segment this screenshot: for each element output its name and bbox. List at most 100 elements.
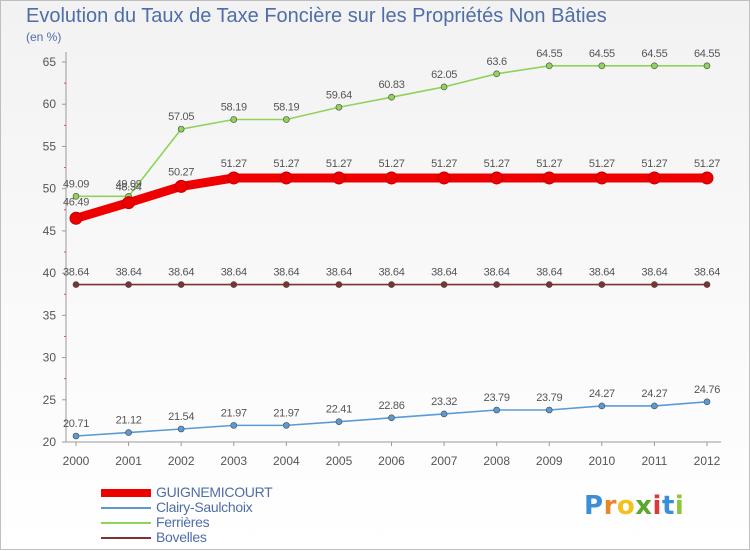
data-point (542, 171, 556, 185)
data-point (595, 171, 609, 185)
data-label: 38.64 (484, 267, 510, 279)
logo-letter: t (661, 491, 675, 521)
data-point (493, 281, 500, 288)
data-point (332, 171, 346, 185)
x-tick-label: 2004 (273, 454, 300, 468)
data-point (335, 418, 343, 425)
legend-swatch (101, 537, 151, 539)
data-label: 62.05 (431, 69, 457, 81)
data-point (177, 281, 185, 288)
logo-letter: o (616, 491, 636, 521)
x-tick-label: 2006 (378, 454, 405, 468)
data-label: 38.64 (378, 267, 404, 279)
data-point (437, 171, 451, 185)
data-label: 48.34 (116, 182, 142, 194)
data-point (490, 171, 504, 185)
data-point (72, 193, 80, 200)
data-label: 58.19 (273, 102, 299, 114)
data-label: 51.27 (378, 158, 404, 170)
data-label: 51.27 (536, 158, 562, 170)
x-tick-label: 2012 (694, 454, 721, 468)
data-point (177, 425, 185, 433)
data-label: 57.05 (168, 111, 194, 123)
logo-letter: r (603, 491, 617, 521)
data-point (72, 281, 80, 288)
data-label: 24.76 (694, 384, 720, 396)
data-label: 38.64 (536, 267, 562, 279)
data-label: 22.86 (378, 400, 404, 412)
legend-swatch (101, 489, 151, 497)
data-label: 59.64 (326, 89, 352, 101)
data-label: 60.83 (378, 79, 404, 91)
data-label: 51.27 (273, 158, 299, 170)
data-label: 21.97 (273, 407, 299, 419)
data-label: 64.55 (694, 48, 720, 60)
chart-title: Evolution du Taux de Taxe Foncière sur l… (26, 5, 607, 27)
y-tick-label: 60 (43, 97, 57, 111)
data-label: 38.64 (641, 267, 667, 279)
data-point (283, 422, 290, 429)
data-label: 20.71 (63, 418, 89, 430)
data-point (230, 281, 238, 288)
x-tick-label: 2009 (536, 454, 563, 468)
data-label: 38.64 (431, 267, 457, 279)
data-label: 51.27 (326, 158, 352, 170)
data-point (335, 281, 343, 288)
data-point (385, 171, 398, 185)
data-point (122, 196, 136, 210)
y-tick-label: 25 (43, 393, 57, 407)
data-label: 64.55 (641, 48, 667, 60)
data-point (545, 281, 553, 288)
data-label: 21.54 (168, 411, 194, 423)
data-point (283, 281, 290, 288)
legend-label: GUIGNEMICOURT (156, 484, 273, 500)
y-tick-label: 35 (43, 308, 57, 322)
data-label: 24.27 (641, 388, 667, 400)
data-point (125, 429, 132, 436)
data-label: 22.41 (326, 404, 352, 416)
data-label: 38.64 (694, 267, 720, 279)
y-tick-label: 40 (43, 266, 57, 280)
data-label: 58.19 (221, 102, 247, 114)
legend-label: Bovelles (156, 529, 207, 545)
data-point (598, 402, 606, 410)
data-point (598, 62, 606, 70)
x-tick-label: 2001 (115, 454, 142, 468)
legend-swatch (101, 522, 151, 524)
data-point (545, 406, 553, 414)
logo-letter: i (652, 491, 662, 521)
data-point (125, 281, 132, 288)
data-point (651, 281, 658, 288)
x-tick-label: 2003 (220, 454, 247, 468)
data-label: 38.64 (168, 267, 194, 279)
data-point (545, 62, 553, 70)
data-point (651, 62, 658, 70)
data-point (230, 116, 238, 123)
data-label: 64.55 (536, 48, 562, 60)
data-label: 38.64 (63, 267, 89, 279)
data-label: 24.27 (589, 388, 615, 400)
y-tick-label: 30 (43, 351, 57, 365)
data-label: 38.64 (589, 267, 615, 279)
data-point (440, 410, 448, 418)
data-label: 23.79 (536, 392, 562, 404)
data-point (335, 103, 343, 111)
data-point (493, 70, 500, 78)
legend-label: Ferrières (156, 514, 210, 530)
data-point (230, 422, 238, 429)
data-point (388, 93, 395, 101)
legend-label: Clairy-Saulchoix (156, 499, 253, 515)
data-point (440, 281, 448, 288)
data-point (388, 414, 395, 422)
y-tick-label: 45 (43, 224, 57, 238)
legend-swatch (101, 507, 151, 509)
y-tick-label: 55 (43, 139, 57, 153)
data-point (703, 281, 711, 288)
data-label: 63.6 (487, 56, 507, 68)
data-label: 51.27 (694, 158, 720, 170)
data-label: 51.27 (641, 158, 667, 170)
x-tick-label: 2007 (431, 454, 458, 468)
data-point (651, 402, 658, 410)
